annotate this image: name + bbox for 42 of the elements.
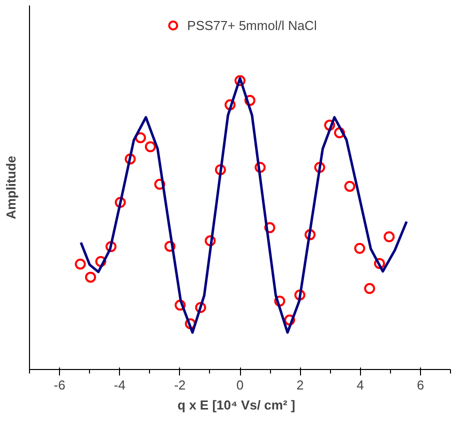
point	[254, 162, 266, 173]
point	[274, 296, 286, 307]
point	[324, 120, 336, 131]
point	[374, 258, 386, 269]
point	[95, 256, 106, 267]
point	[234, 75, 246, 86]
point	[195, 302, 206, 313]
point	[364, 283, 376, 294]
point	[244, 94, 256, 106]
point	[314, 162, 326, 173]
legend-label: PSS77+ 5mmol/l NaCl	[187, 18, 317, 32]
point	[214, 164, 226, 176]
point	[294, 289, 306, 300]
point	[184, 318, 196, 330]
y-axis-title: Amplitude	[4, 156, 18, 220]
point	[304, 229, 316, 240]
point	[334, 127, 346, 138]
point	[384, 231, 395, 242]
point	[74, 258, 86, 270]
x-axis-title: q x E [10⁴ Vs/ cm² ]	[178, 398, 296, 412]
x-tick-label: -6	[54, 378, 66, 392]
point	[344, 180, 356, 192]
point	[124, 153, 136, 164]
point	[354, 242, 366, 254]
point	[154, 178, 166, 190]
x-tick-label: 4	[356, 378, 364, 392]
point	[164, 240, 176, 252]
x-tick-label: 0	[236, 378, 244, 392]
point	[264, 222, 276, 234]
point	[114, 196, 126, 208]
point	[105, 241, 116, 252]
point	[85, 272, 96, 283]
x-tick-label: 6	[416, 378, 424, 392]
x-tick-label: 2	[296, 378, 304, 392]
x-tick-label: -2	[174, 378, 186, 392]
point	[134, 132, 146, 144]
point	[174, 300, 186, 311]
point	[144, 141, 156, 152]
point	[284, 314, 296, 326]
point	[224, 99, 236, 110]
point	[204, 235, 216, 246]
x-tick-label: -4	[114, 378, 126, 392]
